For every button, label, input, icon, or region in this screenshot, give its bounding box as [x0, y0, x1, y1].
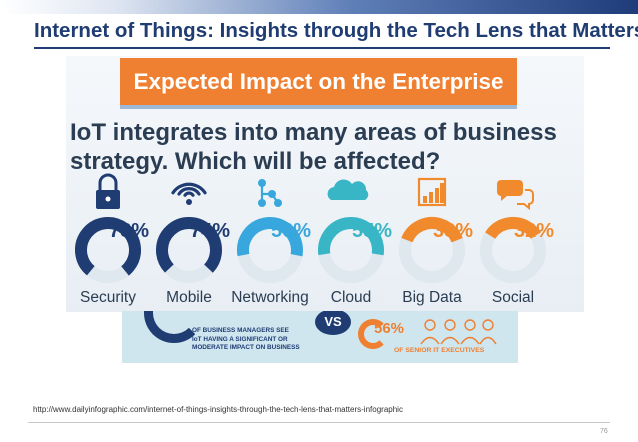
slide-top-bar — [0, 0, 638, 14]
footer-rule — [28, 422, 610, 423]
managers-caption: OF BUSINESS MANAGERS SEE IoT HAVING A SI… — [192, 327, 322, 353]
value-label: 74% — [190, 220, 230, 242]
managers-ring — [144, 311, 204, 343]
source-url: http://www.dailyinfographic.com/internet… — [33, 405, 403, 414]
page-number: 76 — [600, 428, 608, 435]
question-text: IoT integrates into many areas of busine… — [70, 118, 580, 176]
network-icon — [258, 179, 282, 207]
lock-icon — [96, 173, 120, 209]
bottom-comparison-strip: OF BUSINESS MANAGERS SEE IoT HAVING A SI… — [122, 311, 518, 363]
executives-ring — [358, 319, 388, 349]
slide-title: Internet of Things: Insights through the… — [34, 19, 638, 42]
category-label: Security — [80, 289, 136, 306]
executives-percent: 56% — [374, 320, 405, 337]
wifi-icon — [171, 182, 207, 205]
title-underline — [34, 47, 610, 49]
impact-banner: Expected Impact on the Enterprise — [120, 58, 517, 105]
category-label: Social — [492, 289, 534, 306]
value-label: 78% — [109, 220, 149, 242]
donut-segment-cloud — [317, 217, 384, 283]
value-label: 55% — [352, 220, 392, 242]
donut-segment-mobile — [156, 217, 222, 283]
vs-badge: VS — [315, 311, 351, 335]
banner-shadow — [120, 105, 517, 109]
managers-caption-line-1: OF BUSINESS MANAGERS SEE — [192, 327, 289, 334]
category-label: Mobile — [166, 289, 212, 306]
managers-caption-line-3: MODERATE IMPACT ON BUSINESS — [192, 344, 300, 351]
donut-segment-big-data — [399, 217, 465, 283]
people-icon — [420, 319, 497, 345]
value-label: 38% — [433, 220, 473, 242]
chat-bubbles-icon — [497, 180, 534, 211]
category-label: Big Data — [402, 289, 462, 306]
bar-chart-icon — [417, 177, 447, 207]
category-label: Networking — [231, 289, 309, 306]
donut-segment-networking — [236, 217, 303, 283]
cloud-icon — [327, 179, 369, 200]
question-line-2: strategy. Which will be affected? — [70, 148, 441, 175]
managers-caption-line-2: IoT HAVING A SIGNIFICANT OR — [192, 335, 288, 343]
donut-segment-security — [75, 217, 141, 283]
value-label: 56% — [271, 220, 311, 242]
question-line-1: IoT integrates into many areas of busine… — [70, 119, 557, 146]
donut-segment-social — [480, 217, 546, 283]
executives-caption: OF SENIOR IT EXECUTIVES — [394, 347, 485, 354]
value-label: 32% — [514, 220, 554, 242]
category-label: Cloud — [331, 289, 372, 306]
